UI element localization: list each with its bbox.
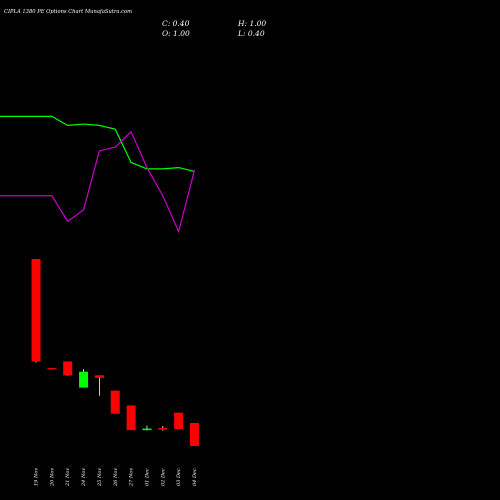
- x-tick-label: 21 Nov: [65, 468, 71, 487]
- close-readout: C: 0.40: [162, 19, 190, 28]
- x-tick-label: 27 Nov: [129, 468, 135, 487]
- x-tick-label: 04 Dec: [192, 468, 198, 486]
- x-axis-ticks: 19 Nov 20 Nov 21 Nov 24 Nov 25 Nov 26 Nov 27 N…: [34, 468, 199, 487]
- candle: [110, 390, 120, 414]
- x-tick-label: 01 Dec: [144, 468, 150, 486]
- candlesticks: [31, 259, 199, 446]
- x-tick-label: 02 Dec: [160, 468, 166, 486]
- indicator-line-2: [0, 130, 196, 234]
- x-tick-label: 24 Nov: [81, 468, 87, 487]
- candle-body: [126, 405, 136, 431]
- candle-body: [174, 412, 184, 430]
- candle-body: [31, 259, 41, 362]
- low-readout: L: 0.40: [237, 29, 265, 38]
- high-readout: H: 1.00: [237, 19, 266, 28]
- candle: [94, 375, 104, 396]
- candle: [31, 259, 41, 363]
- candle: [47, 368, 57, 370]
- candle: [142, 425, 152, 431]
- candle-body: [190, 422, 199, 446]
- candle-body: [63, 361, 73, 376]
- candle: [158, 426, 168, 431]
- candle-body: [79, 371, 89, 388]
- candle-body: [47, 368, 57, 370]
- chart-title: CIPLA 1380 PE Options Chart MunafaSutra.…: [4, 9, 132, 15]
- indicator-line-1: [0, 115, 195, 173]
- candle-body: [142, 428, 152, 431]
- candle: [174, 412, 184, 430]
- candle: [63, 361, 73, 376]
- candle: [190, 422, 199, 446]
- candle-body: [110, 390, 120, 414]
- x-tick-label: 19 Nov: [34, 468, 40, 486]
- indicator-lines: [0, 115, 196, 234]
- candle: [126, 405, 136, 431]
- x-tick-label: 03 Dec: [176, 468, 182, 486]
- candle: [79, 369, 89, 388]
- x-tick-label: 20 Nov: [49, 468, 55, 487]
- x-tick-label: 26 Nov: [113, 468, 119, 487]
- candle-body: [158, 428, 168, 430]
- open-readout: O: 1.00: [162, 29, 190, 38]
- candle-body: [94, 375, 104, 378]
- x-tick-label: 25 Nov: [97, 468, 103, 487]
